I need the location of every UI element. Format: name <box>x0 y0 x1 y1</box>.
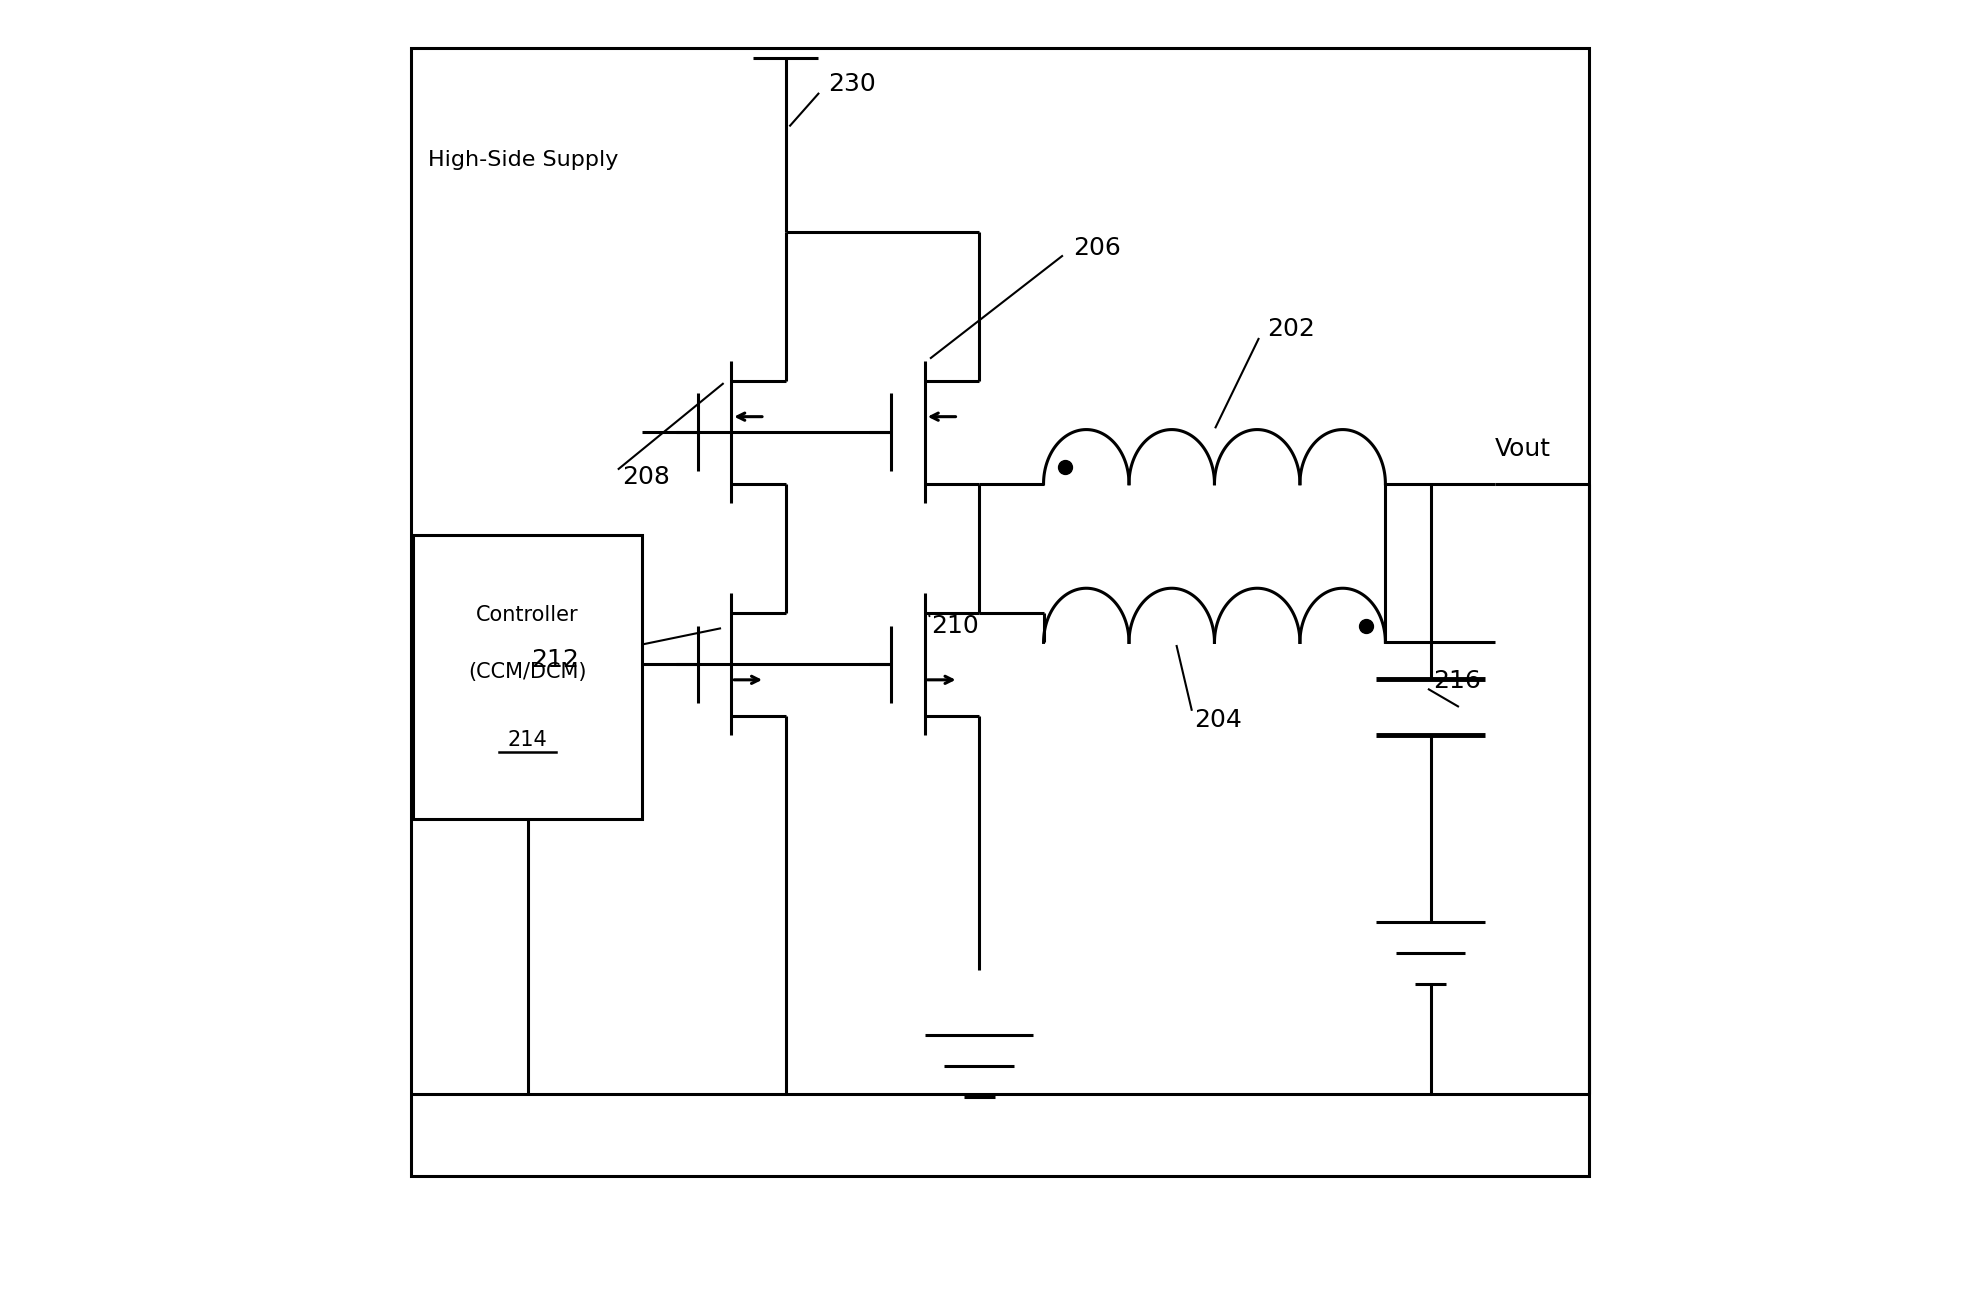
Text: 216: 216 <box>1433 670 1480 693</box>
Text: 208: 208 <box>621 466 670 489</box>
Text: 230: 230 <box>828 72 875 95</box>
Text: Controller: Controller <box>477 605 579 624</box>
Text: 202: 202 <box>1267 317 1315 341</box>
Text: (CCM/DCM): (CCM/DCM) <box>469 662 587 681</box>
Text: 204: 204 <box>1194 708 1242 731</box>
Text: Vout: Vout <box>1496 437 1551 461</box>
Text: High-Side Supply: High-Side Supply <box>428 150 619 170</box>
Text: 210: 210 <box>932 614 980 637</box>
Text: 206: 206 <box>1074 236 1121 259</box>
Text: 212: 212 <box>532 649 579 672</box>
Text: 214: 214 <box>509 730 548 749</box>
FancyBboxPatch shape <box>412 535 643 819</box>
